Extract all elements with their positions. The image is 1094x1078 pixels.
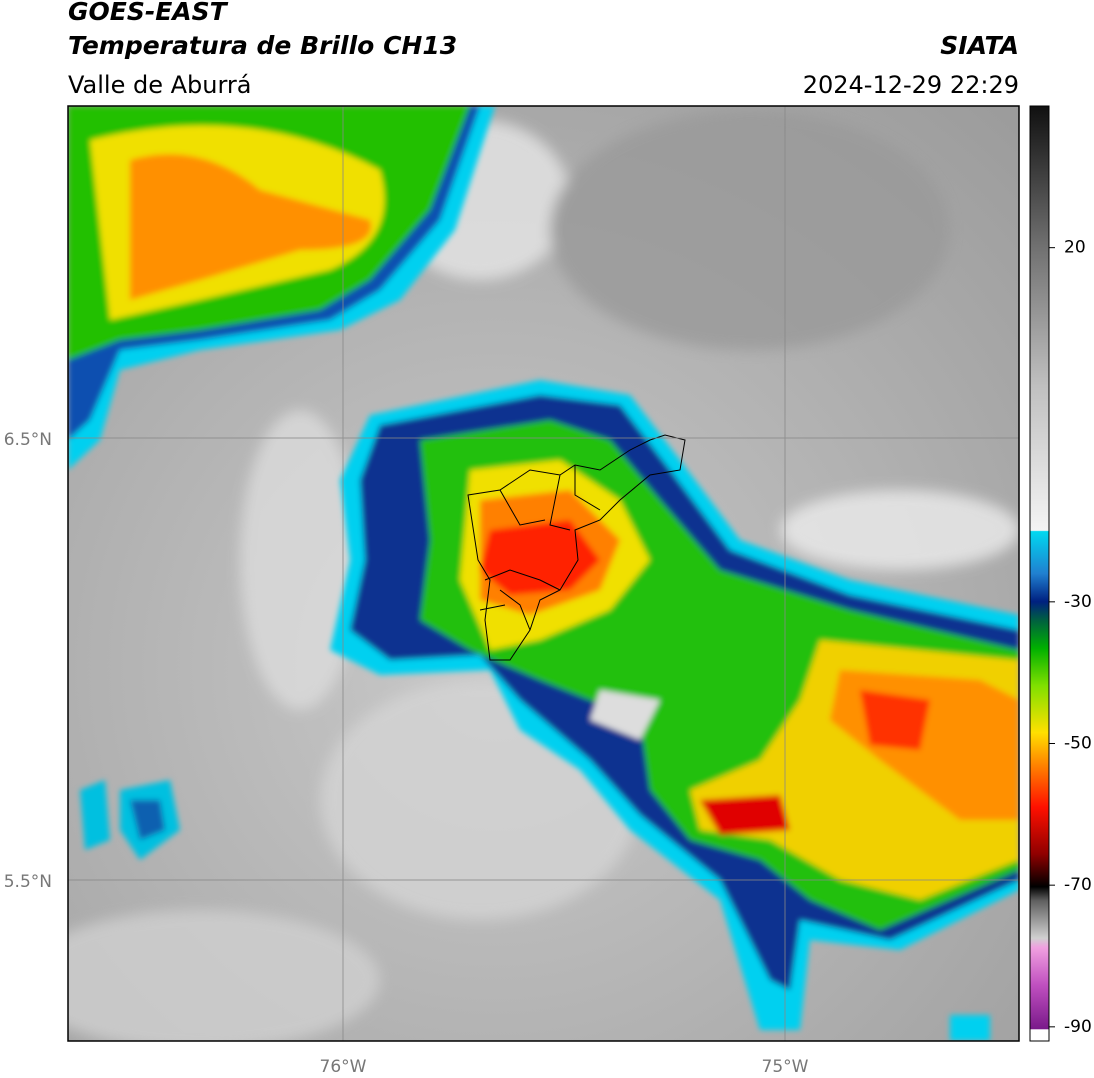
lon-label: 76°W (320, 1057, 367, 1077)
colorbar-tick-label: -30 (1064, 592, 1092, 612)
region: Valle de Aburrá (68, 71, 252, 99)
colorbar-tick-label: 20 (1064, 238, 1086, 258)
satellite-image (68, 106, 1019, 1041)
lat-label: 6.5°N (4, 430, 52, 450)
colorbar-tick-label: -50 (1064, 734, 1092, 754)
lon-label: 75°W (762, 1057, 809, 1077)
subtitle: Temperatura de Brillo CH13 (68, 31, 457, 60)
colorbar-tick-label: -70 (1064, 875, 1092, 895)
datetime: 2024-12-29 22:29 (803, 71, 1019, 99)
colorbar-tick-label: -90 (1064, 1017, 1092, 1037)
map-frame (67, 105, 1020, 1042)
source: SIATA (940, 31, 1019, 60)
colorbar (1029, 105, 1050, 1042)
title: GOES-EAST (68, 0, 229, 26)
lat-label: 5.5°N (4, 872, 52, 892)
